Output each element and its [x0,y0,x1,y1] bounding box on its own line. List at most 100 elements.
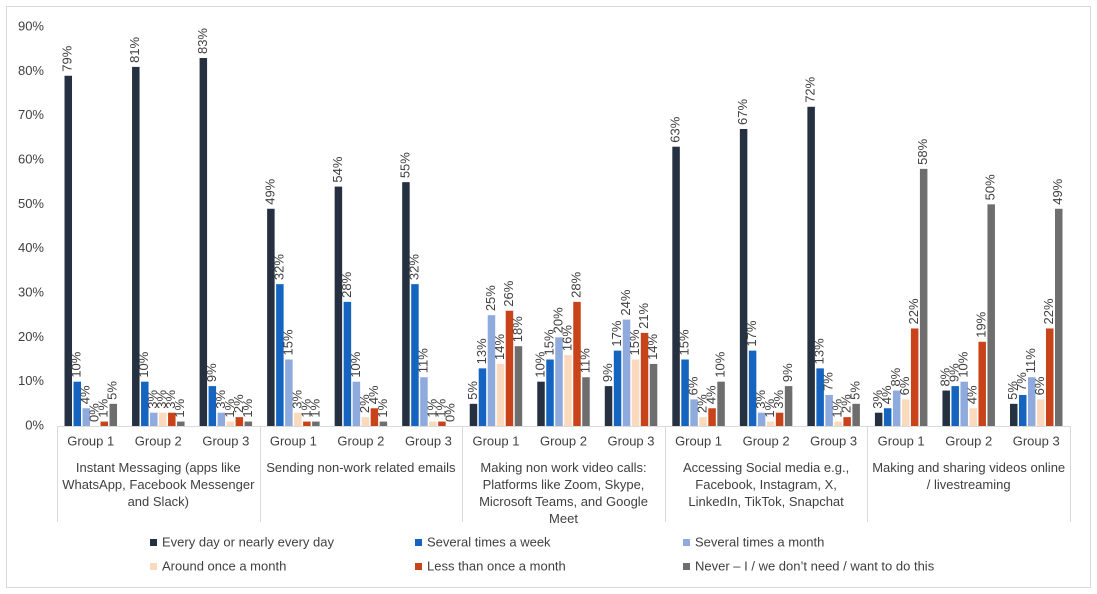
x-tick-label: Group 3 [405,433,452,448]
bar [159,412,167,426]
bar [429,421,437,426]
bar [379,421,388,426]
data-label: 17% [609,320,624,346]
data-label: 28% [568,271,583,297]
bar [411,284,419,426]
category-group-label: Instant Messaging (apps like WhatsApp, F… [62,460,255,509]
data-label: 19% [974,311,989,337]
data-label: 50% [983,174,998,200]
x-tick-label: Group 2 [540,433,587,448]
data-label: 63% [668,116,683,142]
category-group-label: Accessing Social media e.g., Facebook, I… [682,460,850,509]
data-label: 3% [753,389,768,408]
data-label: 11% [415,348,430,373]
data-label: 5% [465,381,480,400]
data-label: 1% [172,398,187,417]
bar [1036,399,1045,426]
legend-label: Every day or nearly every day [162,534,334,549]
y-tick-label: 20% [18,329,44,344]
data-label: 2% [357,394,372,413]
y-tick-label: 0% [25,417,44,432]
category-group-label: Making and sharing videos online / lives… [872,460,1066,492]
x-tick-label: Group 2 [337,433,384,448]
data-label: 9% [204,363,219,382]
bar [168,412,176,426]
data-label: 67% [735,99,750,125]
x-tick-label: Group 1 [270,433,317,448]
bar [757,412,766,426]
data-label: 13% [474,338,489,364]
data-label: 14% [492,333,507,359]
x-tick-label: Group 1 [675,433,722,448]
bar [438,421,446,426]
bar [919,168,928,426]
data-label: 20% [550,307,565,333]
data-label: 1% [830,398,845,417]
data-label: 83% [195,28,210,54]
bar [708,408,716,426]
bar [969,408,977,426]
data-label: 26% [501,280,516,306]
bar [852,403,860,426]
data-label: 0% [442,403,457,422]
bar [604,386,613,426]
bar [343,301,352,426]
bar [892,390,901,426]
x-tick-label: Group 2 [945,433,992,448]
data-label: 49% [1050,178,1065,204]
data-label: 9% [780,363,795,382]
data-label: 8% [888,367,903,386]
legend-swatch [150,563,157,570]
bar [244,421,253,426]
data-label: 11% [1023,348,1038,373]
bar [1027,377,1036,426]
bar [1018,394,1027,426]
data-label: 5% [848,381,863,400]
bar [370,408,379,426]
bar [672,146,680,426]
x-tick-label: Group 2 [743,433,790,448]
bar [883,408,892,426]
bar [235,417,244,426]
data-label: 1% [96,398,111,417]
bar [132,66,140,427]
bar [217,412,226,426]
bar [361,417,370,426]
bar [834,421,842,426]
data-label: 9% [947,363,962,382]
bar [613,350,622,426]
data-label: 15% [541,329,556,355]
category-group-label: Making non work video calls: Platforms l… [479,460,648,526]
legend-swatch [150,539,157,546]
bar [177,421,185,426]
data-label: 10% [136,351,151,377]
x-tick-label: Group 3 [202,433,249,448]
data-label: 1% [762,398,777,417]
data-label: 3% [771,389,786,408]
x-tick-label: Group 1 [472,433,519,448]
bar [285,359,293,426]
data-label: 18% [510,316,525,342]
data-label: 1% [240,398,255,417]
legend-label: Never – I / we don’t need / want to do t… [695,558,935,573]
legend-swatch [683,563,690,570]
bar [199,58,208,427]
data-label: 3% [289,389,304,408]
data-label: 1% [424,398,439,417]
bar [910,328,919,426]
data-label: 13% [812,338,827,364]
chart-frame [6,6,1091,588]
data-label: 32% [406,254,421,280]
data-label: 7% [821,372,836,391]
data-label: 32% [271,254,286,280]
bar [978,341,986,426]
data-label: 4% [879,385,894,404]
data-label: 10% [713,351,728,377]
bar [816,368,824,426]
bar [649,363,658,426]
bar [622,319,631,426]
data-label: 6% [1032,376,1047,395]
data-label: 55% [397,152,412,178]
